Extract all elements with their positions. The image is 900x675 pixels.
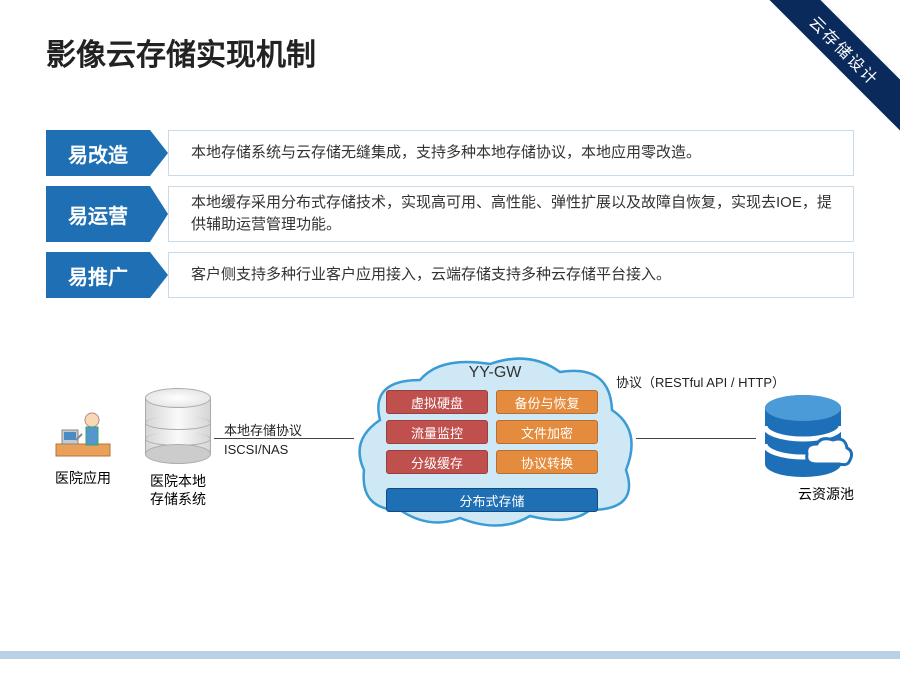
bullets-container: 易改造本地存储系统与云存储无缝集成，支持多种本地存储协议，本地应用零改造。易运营… bbox=[46, 130, 854, 308]
feature-pill: 协议转换 bbox=[496, 450, 598, 474]
corner-ribbon-text: 云存储设计 bbox=[754, 0, 900, 141]
page-title: 影像云存储实现机制 bbox=[46, 30, 316, 74]
feature-pill: 流量监控 bbox=[386, 420, 488, 444]
feature-pill: 文件加密 bbox=[496, 420, 598, 444]
bullet-row: 易运营本地缓存采用分布式存储技术，实现高可用、高性能、弹性扩展以及故障自恢复，实… bbox=[46, 186, 854, 242]
hospital-app-label: 医院应用 bbox=[46, 468, 120, 488]
hospital-app-icon bbox=[52, 400, 114, 462]
protocol-left-top-label: 本地存储协议 bbox=[224, 420, 302, 439]
cylinder-icon bbox=[145, 388, 211, 464]
yy-gw-cloud: YY-GW 虚拟硬盘备份与恢复流量监控文件加密分级缓存协议转换 分布式存储 bbox=[350, 350, 640, 550]
hospital-app-node: 医院应用 bbox=[46, 400, 120, 488]
bullet-row: 易改造本地存储系统与云存储无缝集成，支持多种本地存储协议，本地应用零改造。 bbox=[46, 130, 854, 176]
bullet-row: 易推广客户侧支持多种行业客户应用接入，云端存储支持多种云存储平台接入。 bbox=[46, 252, 854, 298]
bullet-text: 本地存储系统与云存储无缝集成，支持多种本地存储协议，本地应用零改造。 bbox=[168, 130, 854, 176]
local-storage-node: 医院本地存储系统 bbox=[134, 388, 222, 508]
bullet-text: 本地缓存采用分布式存储技术，实现高可用、高性能、弹性扩展以及故障自恢复，实现去I… bbox=[168, 186, 854, 242]
bullet-chevron: 易运营 bbox=[46, 186, 150, 242]
database-icon bbox=[757, 392, 849, 484]
feature-pill: 分级缓存 bbox=[386, 450, 488, 474]
protocol-right-label: 协议（RESTful API / HTTP） bbox=[616, 372, 785, 391]
bullet-chevron: 易改造 bbox=[46, 130, 150, 176]
feature-grid: 虚拟硬盘备份与恢复流量监控文件加密分级缓存协议转换 bbox=[386, 390, 598, 474]
architecture-diagram: 医院应用 医院本地存储系统 本地存储协议 ISCSI/NAS YY-GW 虚拟硬… bbox=[0, 340, 900, 640]
feature-distributed-storage: 分布式存储 bbox=[386, 488, 598, 512]
bullet-chevron: 易推广 bbox=[46, 252, 150, 298]
feature-pill: 备份与恢复 bbox=[496, 390, 598, 414]
cloud-resource-pool-node: 云资源池 bbox=[748, 392, 858, 504]
cloud-title: YY-GW bbox=[350, 364, 640, 382]
bullet-text: 客户侧支持多种行业客户应用接入，云端存储支持多种云存储平台接入。 bbox=[168, 252, 854, 298]
small-cloud-icon bbox=[803, 434, 855, 470]
protocol-left-bottom-label: ISCSI/NAS bbox=[224, 442, 288, 457]
cloud-pool-label: 云资源池 bbox=[748, 484, 858, 504]
feature-pill: 虚拟硬盘 bbox=[386, 390, 488, 414]
local-storage-label: 医院本地存储系统 bbox=[134, 472, 222, 508]
footer-accent-line bbox=[0, 651, 900, 659]
